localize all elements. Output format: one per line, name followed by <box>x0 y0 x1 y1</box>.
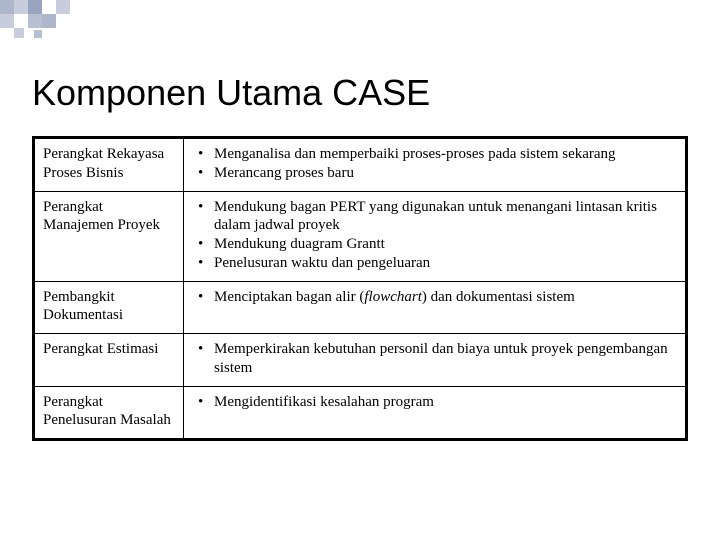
corner-decoration <box>0 0 160 40</box>
list-item: Memperkirakan kebutuhan personil dan bia… <box>192 340 677 378</box>
list-item: Mendukung bagan PERT yang digunakan untu… <box>192 198 677 236</box>
list-item: Menciptakan bagan alir (flowchart) dan d… <box>192 288 677 307</box>
table-row: Pembangkit Dokumentasi Menciptakan bagan … <box>34 281 687 334</box>
description-list: Memperkirakan kebutuhan personil dan bia… <box>192 340 677 378</box>
component-description: Memperkirakan kebutuhan personil dan bia… <box>184 334 687 387</box>
component-label: Perangkat Rekayasa Proses Bisnis <box>34 138 184 192</box>
page-title: Komponen Utama CASE <box>32 72 430 114</box>
deco-square <box>14 28 24 38</box>
list-item: Penelusuran waktu dan pengeluaran <box>192 254 677 273</box>
list-item: Mengidentifikasi kesalahan program <box>192 393 677 412</box>
deco-square <box>28 0 42 14</box>
deco-square <box>34 30 42 38</box>
list-item: Mendukung duagram Grantt <box>192 235 677 254</box>
component-description: Mengidentifikasi kesalahan program <box>184 386 687 440</box>
deco-square <box>42 14 56 28</box>
description-list: Mengidentifikasi kesalahan program <box>192 393 677 412</box>
deco-square <box>14 0 28 14</box>
description-list: Menciptakan bagan alir (flowchart) dan d… <box>192 288 677 307</box>
table-row: Perangkat EstimasiMemperkirakan kebutuha… <box>34 334 687 387</box>
deco-square <box>0 14 14 28</box>
table-row: Perangkat Rekayasa Proses Bisnis Menganal… <box>34 138 687 192</box>
table-row: Perangkat Manajemen ProyekMendukung baga… <box>34 191 687 281</box>
component-label: Perangkat Manajemen Proyek <box>34 191 184 281</box>
components-table: Perangkat Rekayasa Proses Bisnis Menganal… <box>32 136 688 441</box>
table-body: Perangkat Rekayasa Proses Bisnis Menganal… <box>34 138 687 440</box>
table-row: Perangkat Penelusuran Masalah Mengidentif… <box>34 386 687 440</box>
list-item: Merancang proses baru <box>192 164 677 183</box>
description-list: Menganalisa dan memperbaiki proses-prose… <box>192 145 677 183</box>
component-description: Menganalisa dan memperbaiki proses-prose… <box>184 138 687 192</box>
description-list: Mendukung bagan PERT yang digunakan untu… <box>192 198 677 273</box>
component-label: Perangkat Penelusuran Masalah <box>34 386 184 440</box>
deco-square <box>0 0 14 14</box>
deco-square <box>28 14 42 28</box>
component-label: Pembangkit Dokumentasi <box>34 281 184 334</box>
component-label: Perangkat Estimasi <box>34 334 184 387</box>
component-description: Mendukung bagan PERT yang digunakan untu… <box>184 191 687 281</box>
deco-square <box>56 0 70 14</box>
list-item: Menganalisa dan memperbaiki proses-prose… <box>192 145 677 164</box>
component-description: Menciptakan bagan alir (flowchart) dan d… <box>184 281 687 334</box>
